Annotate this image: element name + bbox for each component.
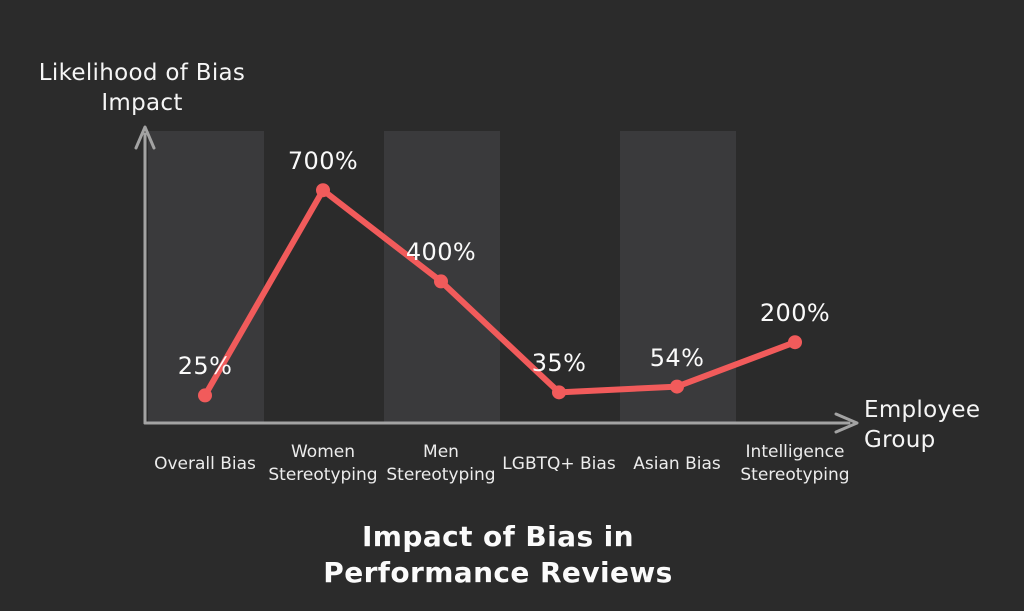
x-axis-title-line-1: Employee — [864, 397, 981, 423]
y-axis-title-line-1: Likelihood of Bias — [38, 60, 246, 86]
y-axis-title: Likelihood of Bias Impact — [27, 58, 257, 118]
trend-line — [202, 187, 798, 399]
data-point-marker — [552, 385, 566, 400]
category-band — [148, 131, 264, 423]
x-axis-title: Employee Group — [864, 395, 980, 455]
chart-title-line-1: Impact of Bias in — [361, 520, 634, 553]
y-axis-arrow-icon — [134, 125, 156, 150]
data-point-marker — [316, 183, 330, 198]
y-axis-title-line-2: Impact — [101, 90, 183, 116]
data-point-marker — [670, 379, 684, 394]
category-band — [620, 131, 736, 423]
chart-title-line-2: Performance Reviews — [323, 556, 673, 589]
data-point-marker — [198, 388, 212, 403]
x-axis-arrow-icon — [834, 412, 859, 434]
data-point-marker — [788, 335, 802, 350]
data-point-marker — [434, 274, 448, 289]
x-axis-title-line-2: Group — [864, 427, 936, 453]
chart-title: Impact of Bias in Performance Reviews — [186, 519, 810, 591]
